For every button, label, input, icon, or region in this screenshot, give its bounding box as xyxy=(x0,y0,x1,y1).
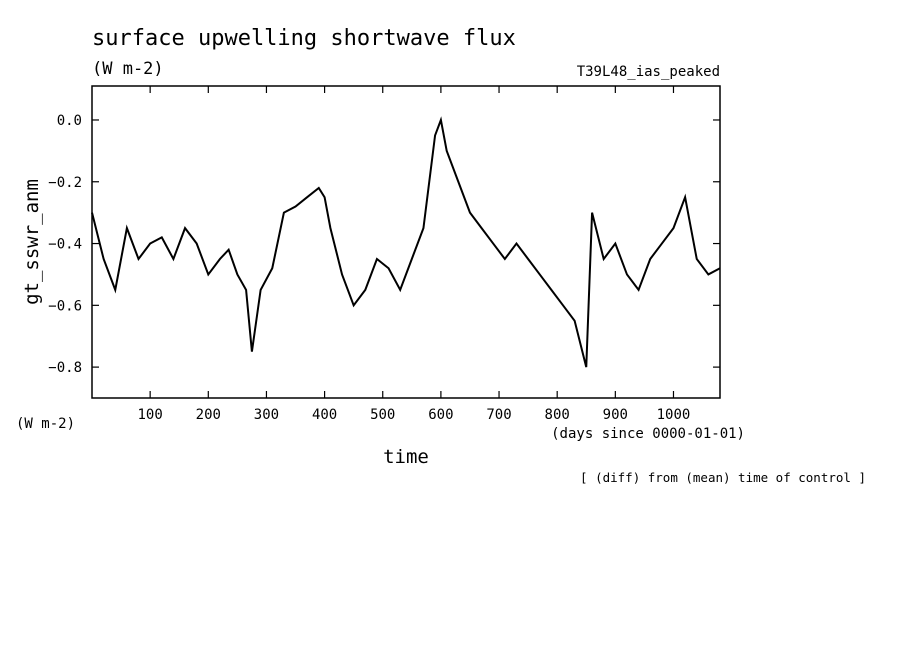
x-tick-label: 500 xyxy=(370,407,395,423)
series-line xyxy=(91,116,721,368)
difference-note: [ (diff) from (mean) time of control ] xyxy=(580,470,866,485)
x-axis-ticks: 100 200 300 400 500 600 700 800 900 1000 xyxy=(137,86,690,423)
y-tick-label: −0.2 xyxy=(48,175,82,191)
y-axis-units: (W m-2) xyxy=(16,416,75,432)
x-axis-units: (days since 0000-01-01) xyxy=(551,426,745,442)
y-axis-ticks: 0.0 −0.2 −0.4 −0.6 −0.8 xyxy=(48,113,720,376)
experiment-label: T39L48_ias_peaked xyxy=(577,64,720,80)
x-tick-label: 100 xyxy=(137,407,162,423)
y-axis-label: gt_sswr_anm xyxy=(21,179,43,305)
y-tick-label: 0.0 xyxy=(57,113,82,129)
x-tick-label: 700 xyxy=(486,407,511,423)
chart-title: surface upwelling shortwave flux xyxy=(92,26,516,51)
x-axis-label: time xyxy=(383,446,429,468)
plot-frame xyxy=(91,85,721,399)
x-tick-label: 200 xyxy=(196,407,221,423)
y-tick-label: −0.4 xyxy=(48,237,82,253)
chart-units: (W m-2) xyxy=(92,59,164,79)
x-tick-label: 300 xyxy=(254,407,279,423)
y-tick-label: −0.8 xyxy=(48,360,82,376)
x-tick-label: 400 xyxy=(312,407,337,423)
x-tick-label: 900 xyxy=(603,407,628,423)
y-tick-label: −0.6 xyxy=(48,298,82,314)
x-tick-label: 1000 xyxy=(657,407,691,423)
x-tick-label: 800 xyxy=(545,407,570,423)
x-tick-label: 600 xyxy=(428,407,453,423)
